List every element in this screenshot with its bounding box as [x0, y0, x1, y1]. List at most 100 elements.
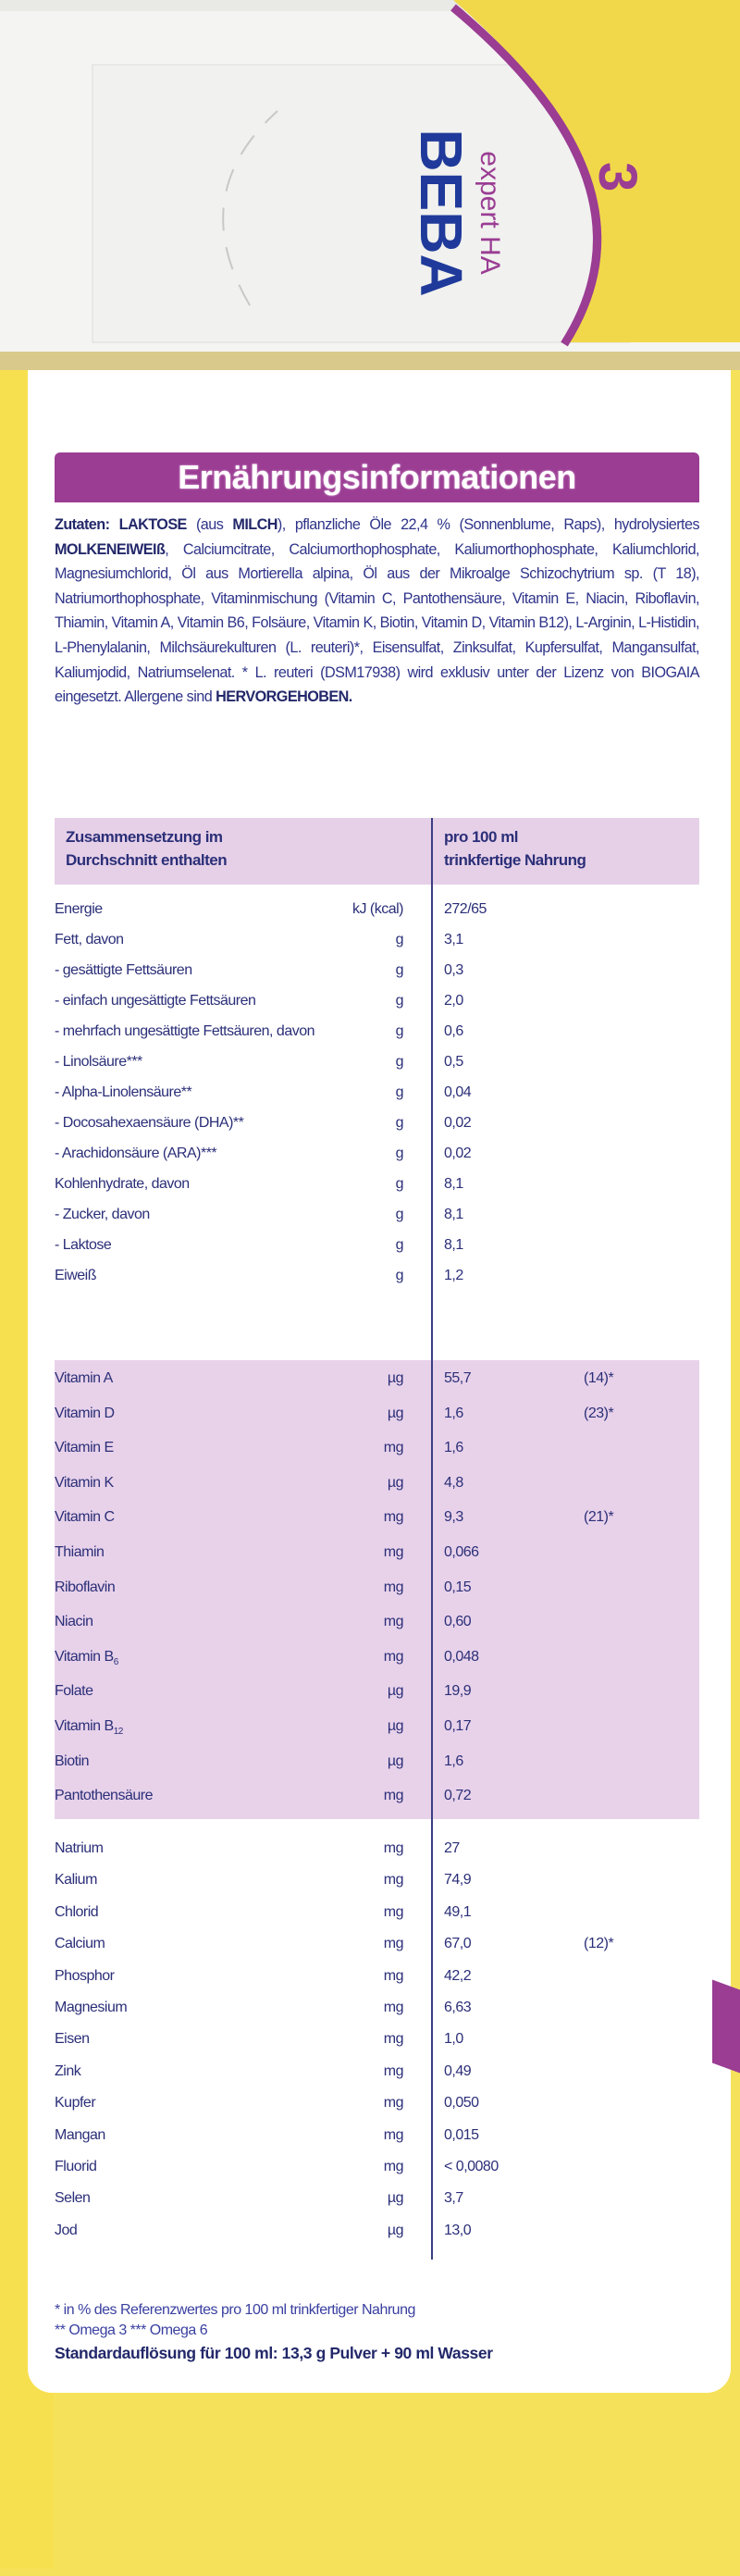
- nutrient-name: Vitamin D: [55, 1405, 115, 1421]
- nutrient-name: Kupfer: [55, 2095, 96, 2112]
- nutrient-unit: µg: [387, 1752, 404, 1769]
- nutrient-name: Thiamin: [55, 1544, 105, 1560]
- table-row: Niacin mg 0,60: [55, 1610, 699, 1638]
- footnote-reference: * in % des Referenzwertes pro 100 ml tri…: [55, 2302, 415, 2318]
- nutrient-value: 1,2: [444, 1268, 463, 1283]
- reference-percent: (21)*: [584, 1509, 614, 1526]
- ingredients-text: Zutaten: LAKTOSE (aus MILCH), pflanzlich…: [55, 513, 700, 710]
- nutrient-unit: mg: [383, 2126, 404, 2143]
- nutrient-unit: mg: [383, 2159, 404, 2174]
- table-row: Fett, davon g 3,1: [55, 928, 699, 956]
- table-row: Calcium mg 67,0 (12)*: [55, 1932, 699, 1960]
- table-row: Vitamin B6 mg 0,048: [55, 1645, 699, 1673]
- standard-dilution: Standardauflösung für 100 ml: 13,3 g Pul…: [55, 2344, 493, 2362]
- table-row: Biotin µg 1,6: [55, 1750, 699, 1777]
- nutrient-unit: mg: [383, 1440, 404, 1456]
- ingredients-fragment: (aus: [186, 516, 233, 533]
- nutrient-unit: µg: [387, 1683, 404, 1700]
- nutrient-unit: mg: [383, 1579, 404, 1595]
- ingredients-fragment: [109, 516, 118, 533]
- table-row: Kupfer mg 0,050: [55, 2091, 699, 2119]
- column-divider: [431, 818, 433, 2260]
- footnote-omega: ** Omega 3 *** Omega 6: [55, 2322, 208, 2338]
- nutrient-unit: mg: [383, 1509, 404, 1526]
- nutrient-name: Biotin: [55, 1752, 90, 1769]
- nutrient-unit: g: [395, 1084, 404, 1100]
- table-row: Natrium mg 27: [55, 1837, 699, 1864]
- nutrient-unit: µg: [387, 1474, 404, 1491]
- reference-percent: (12)*: [584, 1936, 614, 1952]
- table-row: Folate µg 19,9: [55, 1679, 699, 1707]
- nutrient-value: 0,3: [444, 962, 463, 978]
- nutrient-name: Vitamin B6: [55, 1648, 118, 1667]
- nutrient-value: 0,02: [444, 1146, 472, 1161]
- nutrient-unit: mg: [383, 1903, 404, 1920]
- nutrient-name: Jod: [55, 2222, 78, 2238]
- table-row: - Alpha-Linolensäure** g 0,04: [55, 1081, 699, 1108]
- ingredients-label: Zutaten:: [55, 516, 110, 533]
- package-lid: 3 BEBA expert HA: [0, 0, 740, 370]
- nutrient-value: 0,02: [444, 1115, 472, 1131]
- brand-subtitle: expert HA: [475, 151, 505, 274]
- nutrient-value: 74,9: [444, 1872, 472, 1889]
- nutrient-value: 0,60: [444, 1614, 472, 1630]
- stage-number: 3: [587, 162, 648, 192]
- nutrient-name: Vitamin A: [55, 1370, 113, 1386]
- table-row: Mangan mg 0,015: [55, 2124, 699, 2151]
- table-row: Eiweiß g 1,2: [55, 1264, 699, 1292]
- nutrition-heading: Ernährungsinformationen: [55, 452, 699, 502]
- nutrient-value: 1,6: [444, 1405, 463, 1421]
- yellow-panel: [453, 0, 740, 342]
- nutrient-name: - Alpha-Linolensäure**: [55, 1084, 192, 1100]
- nutrient-unit: mg: [383, 1544, 404, 1560]
- nutrient-value: 1,6: [444, 1440, 463, 1456]
- nutrient-name: - Arachidonsäure (ARA)***: [55, 1146, 217, 1161]
- nutrient-unit: µg: [387, 1718, 404, 1734]
- nutrient-unit: mg: [383, 1648, 404, 1665]
- nutrient-value: 1,0: [444, 2031, 463, 2048]
- nutrient-value: 0,015: [444, 2126, 479, 2143]
- ingredients-fragment: , Calciumcitrate, Calciumorthophosphate,…: [55, 540, 700, 706]
- nutrient-value: 19,9: [444, 1683, 472, 1700]
- nutrient-unit: µg: [387, 2190, 404, 2207]
- table-row: Riboflavin mg 0,15: [55, 1576, 699, 1604]
- nutrient-unit: g: [395, 1023, 404, 1039]
- nutrient-unit: µg: [387, 1370, 404, 1386]
- vitamins-band: [55, 1360, 699, 1819]
- table-row: - Laktose g 8,1: [55, 1233, 699, 1261]
- allergen-highlight: LAKTOSE: [118, 516, 188, 533]
- table-header: Zusammensetzung im Durchschnitt enthalten…: [55, 818, 699, 885]
- nutrient-name: Fett, davon: [55, 932, 124, 947]
- nutrient-value: 0,17: [444, 1718, 472, 1734]
- nutrient-unit: g: [395, 1115, 404, 1131]
- nutrient-value: < 0,0080: [444, 2159, 499, 2174]
- purple-edge-accent: [712, 1979, 740, 2074]
- nutrient-value: 9,3: [444, 1509, 463, 1526]
- table-row: Vitamin E mg 1,6: [55, 1436, 699, 1464]
- nutrient-name: Kohlenhydrate, davon: [55, 1176, 190, 1192]
- nutrient-name: Mangan: [55, 2126, 105, 2143]
- nutrient-name: Eisen: [55, 2031, 90, 2048]
- table-row: Vitamin B12 µg 0,17: [55, 1715, 699, 1742]
- nutrient-name: Folate: [55, 1683, 93, 1700]
- purple-arc: [450, 4, 602, 347]
- nutrient-value: 8,1: [444, 1207, 463, 1222]
- nutrient-unit: g: [395, 1237, 404, 1253]
- nutrient-value: 0,04: [444, 1084, 472, 1100]
- nutrient-value: 0,048: [444, 1648, 479, 1665]
- nutrient-value: 0,49: [444, 2062, 472, 2079]
- nutrient-unit: g: [395, 1207, 404, 1222]
- header-left: Zusammensetzung im Durchschnitt enthalten: [66, 828, 228, 869]
- nutrient-name: Eiweiß: [55, 1268, 97, 1283]
- nutrient-unit: g: [395, 993, 404, 1009]
- table-row: Thiamin mg 0,066: [55, 1541, 699, 1568]
- table-row: Magnesium mg 6,63: [55, 1996, 699, 2024]
- nutrient-unit: mg: [383, 2031, 404, 2048]
- nutrient-name: - Laktose: [55, 1237, 112, 1253]
- nutrient-unit: g: [395, 1268, 404, 1283]
- nutrient-name: Kalium: [55, 1872, 97, 1889]
- table-row: Phosphor mg 42,2: [55, 1964, 699, 1992]
- heading-text: Ernährungsinformationen: [178, 458, 576, 496]
- nutrient-unit: mg: [383, 1614, 404, 1630]
- nutrient-name: Vitamin K: [55, 1474, 114, 1491]
